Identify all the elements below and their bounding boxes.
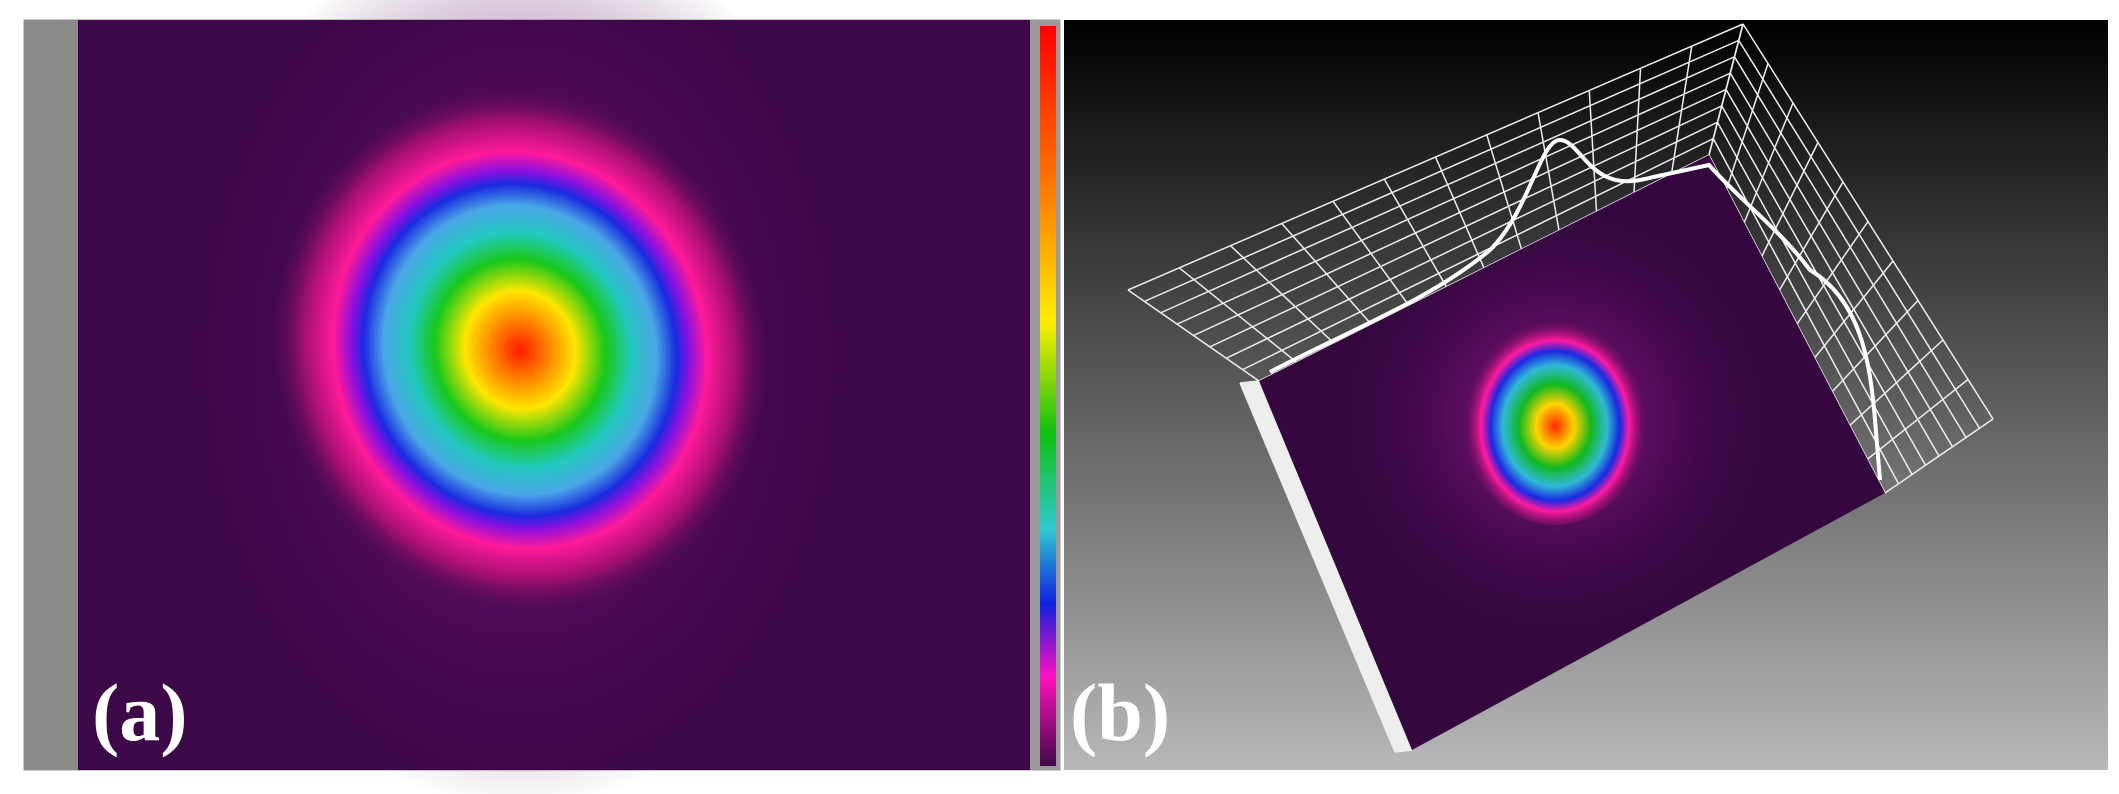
grid-line <box>1241 382 1398 753</box>
grid-line <box>1725 89 1940 457</box>
panel-label: (a) <box>92 667 188 758</box>
grid-line <box>1245 382 1402 752</box>
gray-strip <box>24 20 78 770</box>
grid-line <box>1240 382 1397 753</box>
grid-line <box>1738 39 1981 429</box>
grid-line <box>1242 137 1714 371</box>
grid-line <box>1251 381 1407 751</box>
grid-line <box>1249 381 1406 752</box>
grid-line <box>1244 382 1400 752</box>
beam-spot <box>267 82 773 618</box>
panel-label: (b) <box>1070 667 1170 758</box>
plane-beam <box>1335 200 1775 640</box>
grid-line <box>1721 105 1927 466</box>
grid-line <box>1733 56 1967 438</box>
grid-line <box>1243 382 1400 752</box>
grid-line <box>1257 380 1412 751</box>
grid-line <box>1729 72 1954 448</box>
grid-line <box>1245 382 1401 752</box>
profile-curve <box>1269 137 1882 481</box>
grid-line <box>1250 381 1406 752</box>
grid-line <box>1248 381 1405 752</box>
grid-line <box>1144 39 1740 303</box>
grid-line <box>1255 381 1411 751</box>
grid-line <box>1716 121 1913 475</box>
grid-line <box>1176 72 1731 325</box>
grid-line <box>1193 88 1727 337</box>
grid-line <box>1242 382 1399 752</box>
grid-line <box>1246 381 1403 752</box>
colorbar <box>1040 26 1056 766</box>
grid-line <box>1256 380 1411 751</box>
grid-line <box>1127 23 1744 291</box>
grid-line <box>1209 105 1723 348</box>
beam-peak <box>1460 305 1650 525</box>
grid-line <box>1254 381 1410 751</box>
grid-line <box>1239 382 1396 753</box>
grid-line <box>1252 381 1408 751</box>
grid-line <box>1253 381 1409 751</box>
grid-line <box>1160 56 1735 314</box>
grid-line <box>1742 23 1994 420</box>
grid-line <box>1247 381 1404 752</box>
grid-line <box>1225 121 1718 359</box>
grid-line <box>1712 138 1900 485</box>
